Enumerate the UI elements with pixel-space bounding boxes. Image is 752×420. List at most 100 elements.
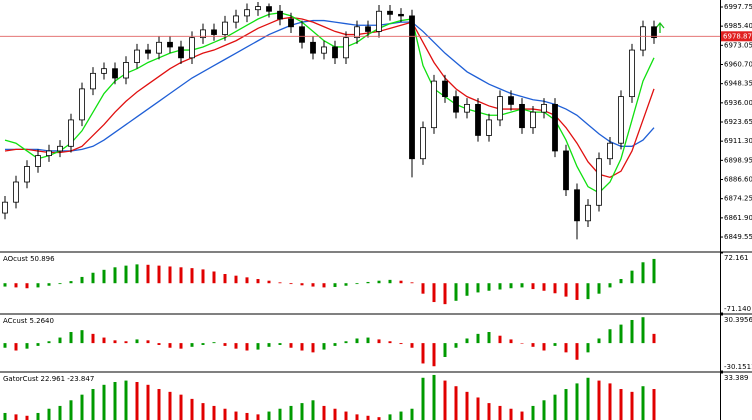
histogram-bar <box>454 283 458 301</box>
histogram-bar <box>135 264 139 284</box>
histogram-bar <box>311 283 315 287</box>
y-tick-label: 6973.05 <box>724 41 752 49</box>
histogram-bar <box>443 380 447 420</box>
histogram-bar <box>586 283 590 300</box>
candle-body <box>244 9 250 17</box>
y-tick-label: 6911.30 <box>724 137 752 145</box>
histogram-bar <box>641 317 645 344</box>
histogram-bar <box>289 405 293 420</box>
histogram-bar <box>476 283 480 293</box>
y-tick-label: -71.140 <box>724 305 751 313</box>
histogram-bar <box>608 283 612 288</box>
histogram-bar <box>47 341 51 344</box>
histogram-bar <box>168 391 172 420</box>
histogram-bar <box>14 283 18 288</box>
histogram-bar <box>333 408 337 420</box>
histogram-bar <box>91 333 95 344</box>
histogram-bar <box>322 405 326 420</box>
histogram-bar <box>69 281 73 284</box>
candle-body <box>409 15 415 160</box>
histogram-bar <box>179 267 183 284</box>
histogram-bar <box>410 343 414 348</box>
histogram-bar <box>575 383 579 420</box>
histogram-bar <box>388 414 392 420</box>
histogram-bar <box>113 381 117 420</box>
histogram-bar <box>608 383 612 420</box>
histogram-bar <box>278 408 282 420</box>
histogram-bar <box>630 270 634 284</box>
candle-body <box>101 68 107 74</box>
histogram-bar <box>3 343 7 348</box>
histogram-bar <box>234 275 238 284</box>
candle-body <box>541 103 547 113</box>
histogram-bar <box>421 343 425 364</box>
histogram-bar <box>25 415 29 420</box>
candle-body <box>530 111 536 129</box>
indicator-title: AOcust 50.896 <box>3 255 55 263</box>
candle-body <box>123 62 129 79</box>
histogram-bar <box>179 394 183 420</box>
histogram-bar <box>355 283 359 285</box>
candle-body <box>134 49 140 63</box>
histogram-bar <box>432 283 436 303</box>
histogram-bar <box>69 332 73 344</box>
histogram-bar <box>245 277 249 284</box>
histogram-bar <box>542 343 546 351</box>
candle-body <box>178 46 184 59</box>
histogram-bar <box>355 338 359 344</box>
histogram-bar <box>300 283 304 286</box>
candle-body <box>46 150 52 157</box>
histogram-bar <box>311 343 315 353</box>
histogram-bar <box>542 400 546 420</box>
histogram-bar <box>245 412 249 420</box>
histogram-bar <box>69 400 73 420</box>
histogram-bar <box>190 343 194 347</box>
candle-body <box>552 103 558 152</box>
histogram-bar <box>542 283 546 291</box>
histogram-bar <box>377 280 381 284</box>
y-tick-label: 6898.95 <box>724 156 752 164</box>
histogram-bar <box>146 384 150 420</box>
histogram-bar <box>157 389 161 420</box>
candle-body <box>200 29 206 39</box>
histogram-bar <box>201 343 205 345</box>
candle-body <box>266 6 272 12</box>
histogram-bar <box>366 337 370 344</box>
histogram-bar <box>212 271 216 284</box>
histogram-bar <box>586 377 590 420</box>
histogram-bar <box>465 338 469 344</box>
y-tick-label: 6849.55 <box>724 233 752 241</box>
candle-body <box>277 10 283 20</box>
histogram-bar <box>289 343 293 348</box>
y-tick-label: 6886.60 <box>724 176 752 184</box>
histogram-bar <box>509 408 513 420</box>
histogram-bar <box>168 343 172 348</box>
candle-body <box>398 13 404 17</box>
histogram-bar <box>476 333 480 344</box>
histogram-bar <box>388 341 392 344</box>
histogram-bar <box>80 394 84 420</box>
candle-body <box>497 96 503 121</box>
histogram-bar <box>377 417 381 420</box>
candle-body <box>332 46 338 59</box>
histogram-bar <box>454 386 458 420</box>
histogram-bar <box>311 400 315 420</box>
histogram-bar <box>366 281 370 284</box>
histogram-bar <box>179 343 183 349</box>
candle-body <box>640 26 646 51</box>
histogram-bar <box>443 283 447 305</box>
histogram-bar <box>278 343 282 345</box>
histogram-bar <box>630 319 634 344</box>
candle-body <box>35 155 41 167</box>
histogram-bar <box>256 279 260 284</box>
histogram-bar <box>300 403 304 420</box>
histogram-bar <box>300 343 304 351</box>
histogram-bar <box>476 397 480 420</box>
histogram-bar <box>124 265 128 284</box>
histogram-bar <box>267 343 271 347</box>
candle-body <box>519 103 525 129</box>
histogram-bar <box>564 343 568 353</box>
histogram-bar <box>223 408 227 420</box>
histogram-bar <box>344 283 348 286</box>
y-tick-label: 6936.00 <box>724 99 752 107</box>
